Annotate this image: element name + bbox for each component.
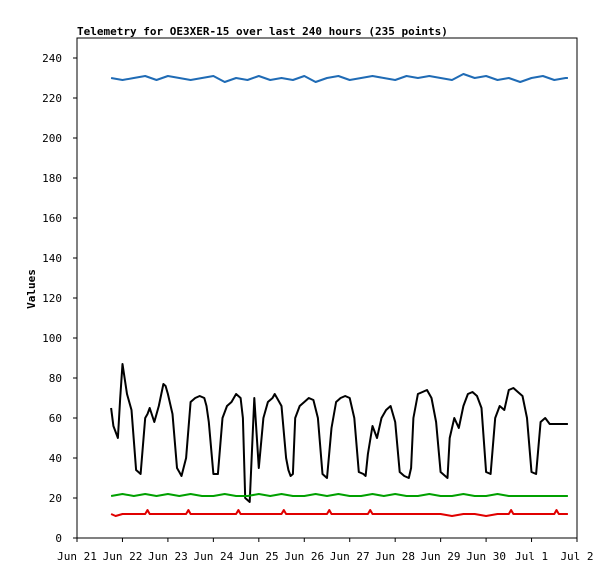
y-tick-label: 0 [55, 532, 62, 545]
y-tick-label: 140 [42, 252, 62, 265]
x-tick-label: Jun 23 [148, 550, 188, 563]
chart-title: Telemetry for OE3XER-15 over last 240 ho… [77, 25, 448, 38]
x-tick-label: Jul 2 [560, 550, 593, 563]
y-tick-label: 200 [42, 132, 62, 145]
series-lines [110, 73, 568, 517]
y-tick-label: 120 [42, 292, 62, 305]
x-tick-label: Jun 26 [284, 550, 324, 563]
y-tick-label: 180 [42, 172, 62, 185]
series-line-2 [110, 363, 568, 503]
x-tick-label: Jul 1 [515, 550, 548, 563]
x-tick-label: Jun 27 [330, 550, 370, 563]
x-tick-label: Jun 21 [57, 550, 97, 563]
x-tick-label: Jun 29 [421, 550, 461, 563]
y-tick-label: 60 [49, 412, 62, 425]
x-tick-label: Jun 28 [375, 550, 415, 563]
y-axis-title: Values [25, 269, 38, 309]
x-tick-label: Jun 22 [103, 550, 143, 563]
y-tick-label: 20 [49, 492, 62, 505]
x-tick-label: Jun 30 [466, 550, 506, 563]
y-tick-label: 240 [42, 52, 62, 65]
x-tick-label: Jun 24 [193, 550, 233, 563]
y-tick-label: 40 [49, 452, 62, 465]
plot-frame [76, 37, 578, 539]
y-tick-label: 80 [49, 372, 62, 385]
y-tick-label: 100 [42, 332, 62, 345]
series-line-4 [110, 509, 568, 517]
y-axis: 0 20 40 60 80 100 120 140 160 180 200 220 240 [42, 52, 77, 545]
y-tick-label: 160 [42, 212, 62, 225]
series-line-3 [110, 493, 568, 497]
y-tick-label: 220 [42, 92, 62, 105]
x-tick-label: Jun 25 [239, 550, 279, 563]
x-axis: Jun 21 Jun 22 Jun 23 Jun 24 Jun 25 Jun 26 Jun … [57, 538, 594, 563]
series-line-1 [110, 73, 568, 83]
